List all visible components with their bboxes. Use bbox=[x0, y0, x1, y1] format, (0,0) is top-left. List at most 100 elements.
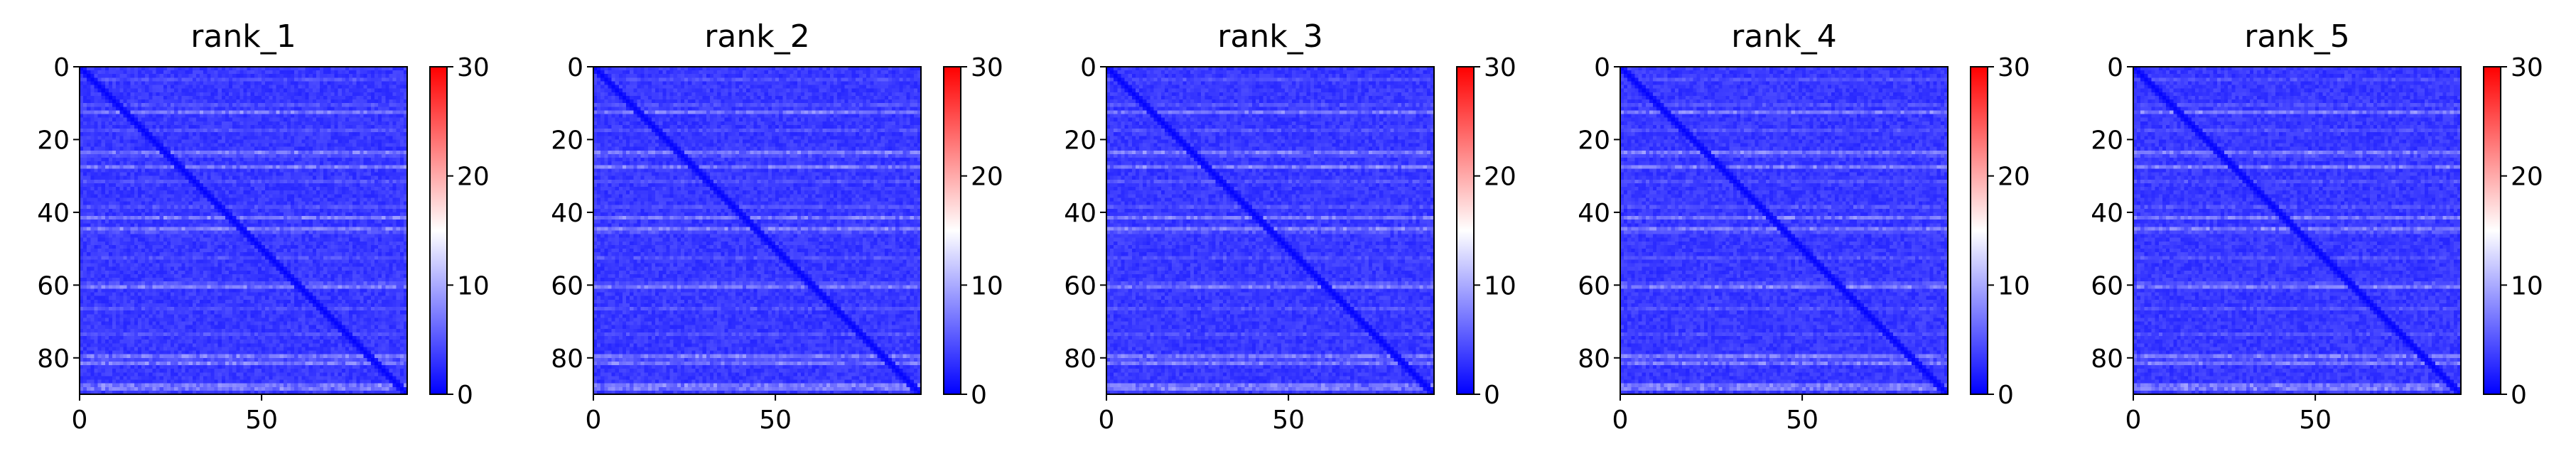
heatmap-cell bbox=[367, 74, 372, 78]
heatmap-cell bbox=[287, 70, 291, 75]
heatmap-cell bbox=[298, 92, 302, 97]
heatmap-cell bbox=[193, 92, 197, 97]
heatmap-cell bbox=[127, 85, 131, 90]
heatmap-cell bbox=[222, 103, 226, 107]
heatmap-cell bbox=[397, 85, 401, 90]
heatmap-cell bbox=[374, 85, 379, 90]
heatmap-cell bbox=[338, 85, 343, 90]
heatmap-cell bbox=[251, 81, 255, 85]
heatmap-cell bbox=[112, 92, 117, 97]
heatmap-cell bbox=[189, 103, 193, 107]
heatmap-cell bbox=[94, 107, 98, 111]
heatmap-cell bbox=[301, 70, 306, 75]
heatmap-cell bbox=[327, 92, 331, 97]
heatmap-cell bbox=[374, 74, 379, 78]
heatmap-cell bbox=[203, 107, 208, 111]
heatmap-cell bbox=[382, 96, 386, 100]
heatmap-cell bbox=[276, 70, 281, 75]
heatmap-cell bbox=[298, 77, 302, 82]
heatmap-cell bbox=[138, 107, 142, 111]
heatmap-cell bbox=[149, 103, 153, 107]
heatmap-cell bbox=[131, 89, 135, 93]
heatmap-cell bbox=[338, 81, 343, 85]
heatmap-cell bbox=[236, 74, 240, 78]
heatmap-cell bbox=[276, 74, 281, 78]
heatmap-cell bbox=[210, 99, 215, 104]
heatmap-cell bbox=[87, 96, 91, 100]
heatmap-cell bbox=[335, 77, 339, 82]
heatmap-cell bbox=[131, 70, 135, 75]
heatmap-cell bbox=[98, 81, 102, 85]
heatmap-cell bbox=[236, 103, 240, 107]
heatmap-cell bbox=[203, 74, 208, 78]
heatmap-cell bbox=[210, 103, 215, 107]
heatmap-cell bbox=[181, 96, 185, 100]
heatmap-cell bbox=[174, 99, 178, 104]
heatmap-cell bbox=[127, 81, 131, 85]
heatmap-cell bbox=[83, 85, 87, 90]
heatmap-cell bbox=[239, 107, 244, 111]
heatmap-cell bbox=[119, 77, 124, 82]
heatmap-cell bbox=[131, 103, 135, 107]
heatmap-cell bbox=[174, 96, 178, 100]
heatmap-cell bbox=[345, 103, 350, 107]
heatmap-cell bbox=[316, 103, 320, 107]
heatmap-cell bbox=[262, 81, 266, 85]
heatmap-cell bbox=[109, 77, 113, 82]
heatmap-cell bbox=[232, 70, 237, 75]
heatmap-cell bbox=[335, 96, 339, 100]
heatmap-cell bbox=[385, 96, 389, 100]
heatmap-cell bbox=[229, 96, 233, 100]
heatmap-cell bbox=[338, 89, 343, 93]
heatmap-cell bbox=[134, 92, 139, 97]
heatmap-cell bbox=[309, 85, 313, 90]
heatmap-cell bbox=[222, 107, 226, 111]
heatmap-cell bbox=[123, 96, 127, 100]
heatmap-cell bbox=[389, 81, 393, 85]
heatmap-cell bbox=[323, 85, 328, 90]
heatmap-cell bbox=[141, 74, 146, 78]
heatmap-cell bbox=[215, 89, 219, 93]
heatmap-cell bbox=[138, 89, 142, 93]
heatmap-cell bbox=[189, 77, 193, 82]
heatmap-cell bbox=[247, 81, 252, 85]
heatmap-cell bbox=[265, 92, 269, 97]
heatmap-cell bbox=[309, 103, 313, 107]
heatmap-cell bbox=[200, 81, 204, 85]
heatmap-cell bbox=[181, 70, 185, 75]
heatmap-cell bbox=[349, 77, 353, 82]
heatmap-cell bbox=[291, 70, 295, 75]
heatmap-cell bbox=[123, 92, 127, 97]
heatmap-cell bbox=[149, 85, 153, 90]
heatmap-cell bbox=[298, 99, 302, 104]
heatmap-cell bbox=[313, 92, 317, 97]
heatmap-cell bbox=[251, 107, 255, 111]
heatmap-cell bbox=[232, 81, 237, 85]
heatmap-cell bbox=[236, 77, 240, 82]
heatmap-cell bbox=[193, 99, 197, 104]
heatmap-cell bbox=[378, 103, 382, 107]
heatmap-cell bbox=[320, 77, 324, 82]
heatmap-cell bbox=[207, 70, 211, 75]
heatmap-cell bbox=[236, 107, 240, 111]
heatmap-cell bbox=[185, 92, 190, 97]
heatmap-cell bbox=[141, 85, 146, 90]
heatmap-cell bbox=[109, 74, 113, 78]
heatmap-cell bbox=[397, 81, 401, 85]
heatmap-cell bbox=[291, 77, 295, 82]
heatmap-cell bbox=[90, 89, 95, 93]
heatmap-cell bbox=[320, 96, 324, 100]
heatmap-cell bbox=[389, 99, 393, 104]
heatmap-cell bbox=[141, 92, 146, 97]
heatmap-cell bbox=[244, 99, 248, 104]
heatmap-cell bbox=[352, 89, 357, 93]
heatmap-cell bbox=[371, 85, 375, 90]
heatmap-cell bbox=[400, 96, 404, 100]
heatmap-cell bbox=[145, 70, 149, 75]
heatmap-cell bbox=[330, 103, 335, 107]
heatmap-cell bbox=[229, 74, 233, 78]
heatmap-cell bbox=[313, 70, 317, 75]
heatmap-cell bbox=[222, 99, 226, 104]
heatmap-cell bbox=[320, 74, 324, 78]
heatmap-cell bbox=[90, 107, 95, 111]
